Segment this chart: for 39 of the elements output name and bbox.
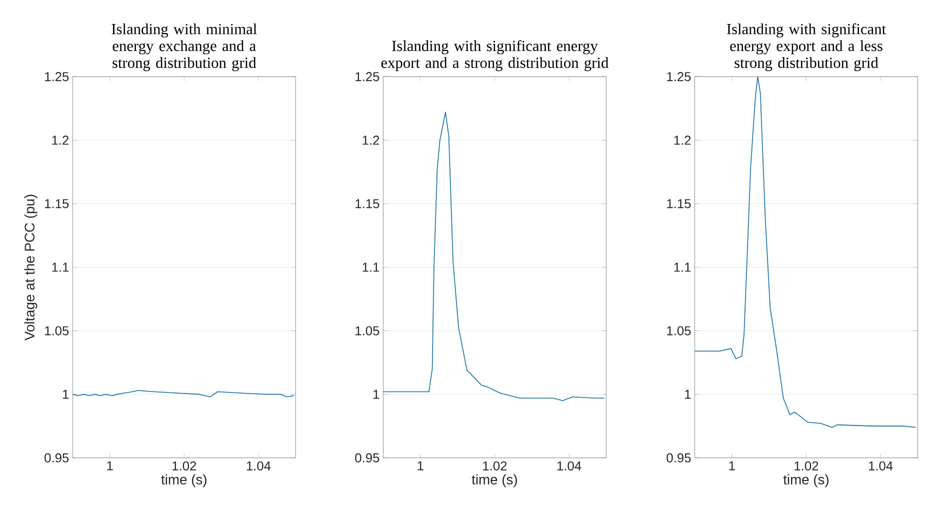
y-tick-label: 1.15 [356,199,380,208]
y-tick-label: 1.25 [45,72,69,82]
y-tick-label: 1.1 [674,263,691,272]
x-tick-label: 1 [107,462,113,470]
x-tick-label: 1.02 [172,462,196,471]
x-tick-label: 1.04 [868,462,893,471]
x-axis-title: time (s) [472,474,517,488]
y-tick-label: 0.95 [355,453,380,463]
x-tick-label: 1 [418,462,424,470]
y-tick-label: 1 [62,390,69,399]
x-tick-label: 1.02 [794,462,818,471]
y-tick-label: 1.05 [667,326,691,336]
chart-title: Islanding with minimal energy exchange and a strong distribution grid [112,24,257,72]
y-tick-label: 1.1 [52,263,69,272]
y-tick-label: 1 [374,390,380,399]
x-axis-title: time (s) [161,474,206,488]
x-tick-label: 1.02 [483,462,507,471]
y-tick-label: 1.25 [356,72,380,82]
y-tick-label: 1.05 [356,326,380,336]
y-axis-title: Voltage at the PCC (pu) [24,195,38,341]
y-tick-label: 1.2 [674,136,691,145]
x-tick-label: 1.04 [246,462,271,471]
y-tick-label: 1.2 [362,136,380,145]
chart-title: Islanding with significant energy export and a less strong distribution grid [726,24,886,72]
y-tick-label: 0.95 [666,453,691,463]
y-tick-label: 1.05 [45,326,69,336]
y-tick-label: 1.2 [52,136,69,145]
x-axis-title: time (s) [783,474,828,488]
y-tick-label: 1.1 [362,263,380,272]
y-tick-label: 1.15 [45,199,69,208]
y-tick-label: 1.25 [667,72,691,82]
y-tick-label: 1.15 [667,199,691,208]
line-series [72,390,294,398]
x-tick-label: 1.04 [557,462,582,471]
x-tick-label: 1 [729,462,735,470]
chart-title: Islanding with significant energy export and a strong distribution grid [381,40,608,72]
y-tick-label: 1 [685,390,691,399]
line-series [383,112,605,402]
y-tick-label: 0.95 [44,453,69,463]
